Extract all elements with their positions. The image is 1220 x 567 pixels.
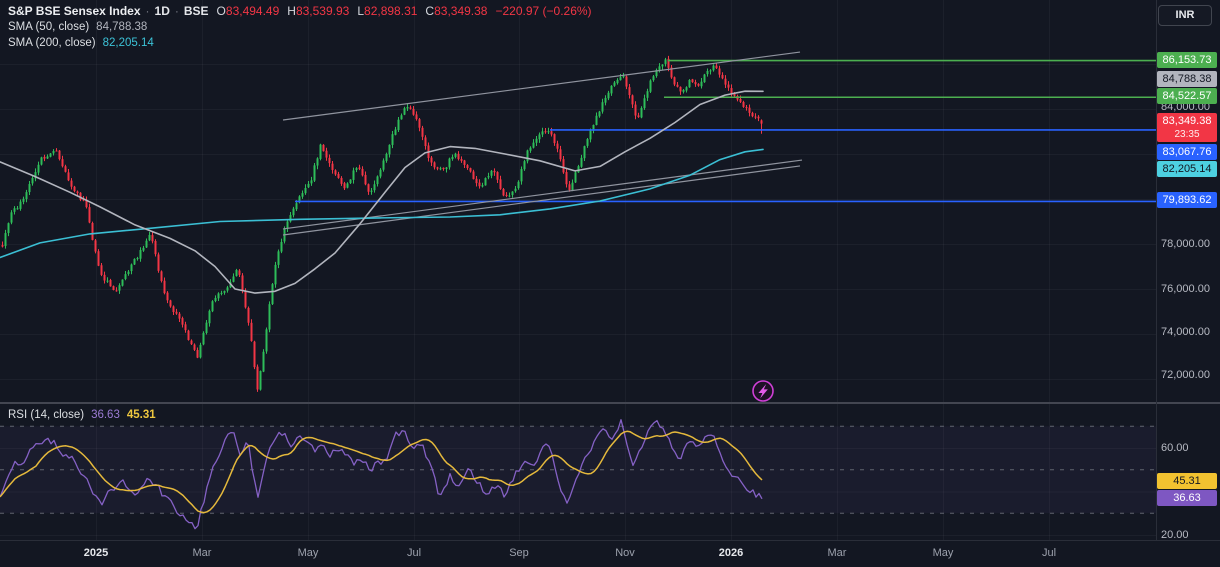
price-label-badge: 84,788.38 (1157, 71, 1217, 87)
indicator-row-sma200: SMA (200, close) 82,205.14 (8, 37, 154, 49)
price-axis-tick: 76,000.00 (1161, 283, 1210, 295)
time-axis-label: 2026 (718, 547, 744, 559)
time-axis-label: Mar (827, 547, 847, 559)
rsi-value: 36.63 (91, 409, 120, 421)
price-axis-tick: 84,000.00 (1161, 101, 1210, 113)
exchange-label: BSE (183, 4, 209, 18)
ohlc-high: H83,539.93 (287, 4, 350, 18)
indicator-row-sma50: SMA (50, close) 84,788.38 (8, 21, 148, 33)
price-label-badge: 36.63 (1157, 490, 1217, 506)
time-axis-label: Jul (1041, 547, 1057, 559)
lightning-button[interactable] (752, 380, 774, 402)
price-axis-tick: 78,000.00 (1161, 238, 1210, 250)
price-label-badge: 84,522.57 (1157, 88, 1217, 104)
rsi-ma-line (0, 430, 763, 514)
symbol-row: S&P BSE Sensex Index · 1D · BSE O83,494.49 H83… (8, 3, 592, 19)
price-label-badge: 83,349.38 23:35 (1157, 113, 1217, 142)
price-label-badge: 86,153.73 (1157, 52, 1217, 68)
currency-button[interactable]: INR (1158, 5, 1212, 26)
ohlc-close: C83,349.38 (425, 4, 488, 18)
lightning-icon (758, 384, 768, 399)
separator-dot: · (174, 4, 179, 18)
time-axis-label: Jul (406, 547, 422, 559)
rsi-line (0, 419, 763, 530)
price-label-badge: 45.31 (1157, 473, 1217, 489)
price-label-badge: 79,893.62 (1157, 192, 1217, 208)
grid-layer (0, 0, 1156, 540)
time-axis-label: 2025 (83, 547, 109, 559)
price-axis-tick: 20.00 (1161, 529, 1189, 541)
time-axis-label: Nov (615, 547, 635, 559)
price-label-badge: 82,205.14 (1157, 161, 1217, 177)
ohlc-low: L82,898.31 (357, 4, 418, 18)
price-label-badge: 83,067.76 (1157, 144, 1217, 160)
change-label: −220.97 (−0.26%) (495, 4, 592, 18)
price-axis-tick: 60.00 (1161, 442, 1189, 454)
pane-separator[interactable] (0, 402, 1220, 404)
trendline[interactable] (282, 165, 801, 236)
main-legend: S&P BSE Sensex Index · 1D · BSE O83,494.49 H83… (8, 3, 592, 51)
time-axis-label: Mar (192, 547, 212, 559)
time-axis-label: May (297, 547, 319, 559)
sma50-line (0, 90, 764, 294)
interval-label: 1D (154, 4, 170, 18)
separator-dot: · (145, 4, 150, 18)
price-axis-tick: 72,000.00 (1161, 369, 1210, 381)
countdown-label: 23:35 (1174, 129, 1200, 140)
time-axis-label: Sep (509, 547, 529, 559)
symbol-title: S&P BSE Sensex Index (8, 4, 141, 18)
time-axis-label: May (932, 547, 954, 559)
sma200-value: 82,205.14 (102, 37, 154, 49)
sma50-value: 84,788.38 (96, 21, 148, 33)
rsi-ma-value: 45.31 (126, 409, 156, 421)
candles-layer (1, 55, 763, 392)
rsi-legend: RSI (14, close) 36.63 45.31 (8, 409, 156, 421)
time-axis[interactable]: 2025 Mar May Jul Sep Nov 2026 Mar May Jul (0, 541, 1220, 567)
price-axis-tick: 74,000.00 (1161, 326, 1210, 338)
trendline[interactable] (282, 51, 801, 121)
sma200-line (0, 148, 764, 259)
rsi-label: RSI (14, close) (8, 409, 85, 421)
ohlc-open: O83,494.49 (216, 4, 280, 18)
price-scale[interactable]: INR 84,000.00 78,000.00 76,000.00 74,000.00… (1156, 0, 1220, 541)
